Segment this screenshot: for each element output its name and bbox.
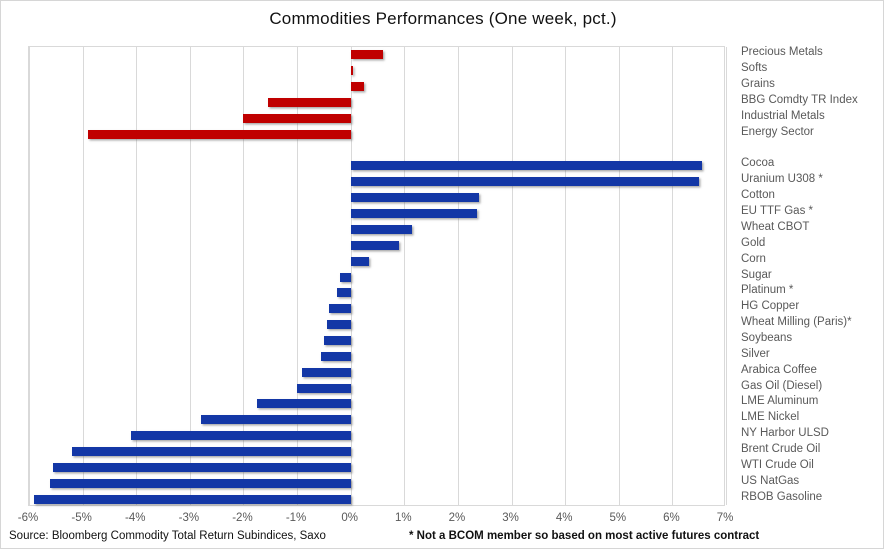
bar-softs xyxy=(350,66,354,76)
category-label-wheat-milling-paris: Wheat Milling (Paris)* xyxy=(741,316,852,329)
category-label-hg-copper: HG Copper xyxy=(741,300,800,313)
x-tick-label: -5% xyxy=(71,512,92,524)
bar-gas-oil-diesel xyxy=(297,383,351,393)
bar-energy-sector xyxy=(87,129,351,139)
bar-hg-copper xyxy=(329,304,351,314)
category-label-us-natgas: US NatGas xyxy=(741,474,800,487)
source-note: Source: Bloomberg Commodity Total Return… xyxy=(9,530,326,542)
category-label-wti-crude-oil: WTI Crude Oil xyxy=(741,458,814,471)
category-label-eu-ttf-gas: EU TTF Gas * xyxy=(741,205,813,218)
x-tick-label: -6% xyxy=(17,512,39,524)
bar-gold xyxy=(350,240,399,250)
bar-uranium-u308 xyxy=(350,177,700,187)
bar-industrial-metals xyxy=(243,113,351,123)
x-tick-label: 0% xyxy=(341,512,358,524)
gridline-minus-5pct xyxy=(82,47,84,505)
gridline-1pct xyxy=(404,47,406,505)
bar-brent-crude-oil xyxy=(71,446,351,456)
gridline-0pct xyxy=(350,47,352,505)
category-label-soybeans: Soybeans xyxy=(741,331,793,344)
x-tick-label: 4% xyxy=(555,512,573,524)
category-label-sugar: Sugar xyxy=(741,268,772,281)
category-label-bbg-comdty-tr-index: BBG Comdty TR Index xyxy=(741,94,858,107)
category-label-lme-aluminum: LME Aluminum xyxy=(741,395,819,408)
category-label-platinum: Platinum * xyxy=(741,284,794,297)
bar-silver xyxy=(321,351,351,361)
category-label-arabica-coffee: Arabica Coffee xyxy=(741,363,817,376)
bar-cotton xyxy=(350,193,480,203)
bcom-footnote: * Not a BCOM member so based on most act… xyxy=(409,530,760,542)
gridline-7pct xyxy=(726,47,727,505)
bar-bbg-comdty-tr-index xyxy=(267,98,351,108)
category-label-gas-oil-diesel: Gas Oil (Diesel) xyxy=(741,379,823,392)
gridline-4pct xyxy=(565,47,567,505)
category-label-precious-metals: Precious Metals xyxy=(741,46,823,59)
category-label-rbob-gasoline: RBOB Gasoline xyxy=(741,490,823,503)
x-tick-label: -3% xyxy=(178,512,200,524)
gridline-3pct xyxy=(511,47,513,505)
bar-wheat-cbot xyxy=(350,224,413,234)
gridline-minus-6pct xyxy=(29,47,30,505)
gridline-minus-4pct xyxy=(136,47,138,505)
bar-wti-crude-oil xyxy=(53,462,351,472)
bar-soybeans xyxy=(323,335,351,345)
x-tick-label: 1% xyxy=(394,512,412,524)
x-tick-label: 5% xyxy=(609,512,627,524)
gridline-minus-3pct xyxy=(189,47,191,505)
bar-us-natgas xyxy=(50,478,351,488)
bar-wheat-milling-paris xyxy=(326,320,351,330)
gridline-5pct xyxy=(618,47,620,505)
x-tick-label: 2% xyxy=(448,512,466,524)
bar-corn xyxy=(350,256,370,266)
category-label-corn: Corn xyxy=(741,252,766,265)
x-tick-label: 6% xyxy=(663,512,680,524)
gridline-minus-2pct xyxy=(243,47,245,505)
category-label-uranium-u308: Uranium U308 * xyxy=(741,173,823,186)
category-label-softs: Softs xyxy=(741,62,768,75)
plot-area xyxy=(28,46,727,506)
bar-sugar xyxy=(339,272,351,282)
x-tick-label: 7% xyxy=(716,512,734,524)
bar-arabica-coffee xyxy=(302,367,351,377)
gridline-2pct xyxy=(457,47,459,505)
x-tick-label: -1% xyxy=(285,512,307,524)
bar-precious-metals xyxy=(350,50,383,60)
bar-rbob-gasoline xyxy=(34,494,351,504)
category-label-cotton: Cotton xyxy=(741,189,775,202)
bar-grains xyxy=(350,82,365,92)
bar-ny-harbor-ulsd xyxy=(130,431,351,441)
category-label-silver: Silver xyxy=(741,347,770,360)
category-label-grains: Grains xyxy=(741,78,775,91)
bar-lme-aluminum xyxy=(256,399,351,409)
category-label-industrial-metals: Industrial Metals xyxy=(741,109,825,122)
category-label-cocoa: Cocoa xyxy=(741,157,775,170)
category-label-ny-harbor-ulsd: NY Harbor ULSD xyxy=(741,427,829,440)
bar-platinum xyxy=(337,288,351,298)
category-label-brent-crude-oil: Brent Crude Oil xyxy=(741,442,821,455)
bar-cocoa xyxy=(350,161,702,171)
x-tick-label: -2% xyxy=(232,512,253,524)
bar-eu-ttf-gas xyxy=(350,209,477,219)
gridline-minus-1pct xyxy=(297,47,299,505)
x-tick-label: 3% xyxy=(502,512,519,524)
category-label-energy-sector: Energy Sector xyxy=(741,125,814,138)
category-label-wheat-cbot: Wheat CBOT xyxy=(741,220,810,233)
category-label-gold: Gold xyxy=(741,236,766,249)
bar-lme-nickel xyxy=(200,415,351,425)
gridline-6pct xyxy=(672,47,674,505)
category-label-lme-nickel: LME Nickel xyxy=(741,411,800,424)
chart-title: Commodities Performances (One week, pct.… xyxy=(269,9,617,28)
x-tick-label: -4% xyxy=(124,512,146,524)
